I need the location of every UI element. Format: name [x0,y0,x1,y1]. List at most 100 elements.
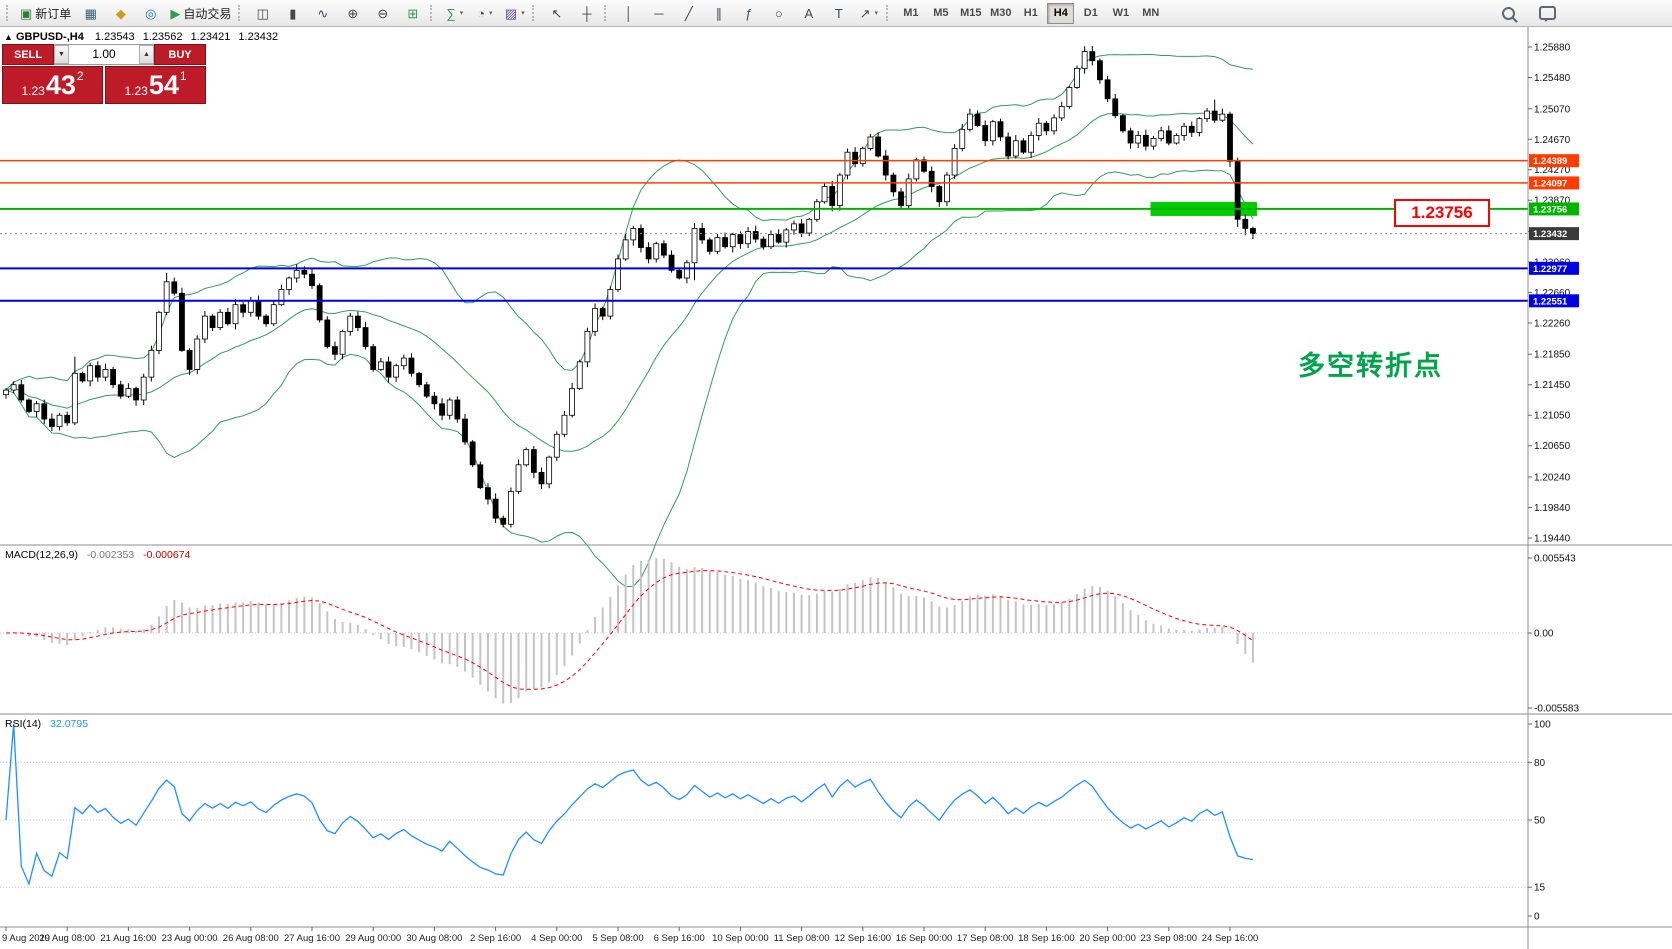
one-click-toggle-icon[interactable]: ▲ [4,32,13,42]
arrows-caret-icon[interactable]: ▾ [874,10,879,17]
timeframe-m30-button[interactable]: M30 [990,7,1012,19]
zoom-out-button[interactable]: ⊖ [368,2,397,25]
time-axis-label: 24 Sep 16:00 [1202,933,1259,944]
candle-body [179,292,185,351]
candle-body [1035,122,1042,136]
macd-value-signal: -0.000674 [143,549,191,561]
time-axis-label: 23 Aug 00:00 [162,933,218,944]
candle-body [71,372,78,424]
candle-body [240,304,247,313]
metaeditor-button[interactable]: ◎ [136,2,165,25]
timeframe-h1-button[interactable]: H1 [1023,7,1038,19]
equidistant-channel-button[interactable]: ∥ [704,2,733,25]
shapes-button[interactable]: ○ [764,2,793,25]
price-tag [1529,202,1579,216]
time-axis-label: 29 Aug 00:00 [345,933,401,944]
zoom-in-button[interactable]: ⊕ [338,2,367,25]
candle-body [439,403,445,416]
time-axis-label: 16 Sep 00:00 [896,933,953,944]
chart-line-button[interactable]: ∿ [308,2,337,25]
time-axis-label: 26 Aug 08:00 [223,933,279,944]
candle-body [140,376,147,401]
text-label-button[interactable]: T [824,2,853,25]
toolbar-handle[interactable] [886,5,891,21]
symbol-search-button[interactable] [1494,2,1523,25]
bollinger-upper-band [5,53,1253,391]
periods-button[interactable]: ◔ ▾ [470,2,499,25]
candle-body [370,346,377,370]
new-chart-button[interactable]: ▦ [76,2,105,25]
candle-body [1112,98,1119,117]
candle-body [408,357,415,374]
cursor-button[interactable]: ↖ [542,2,571,25]
turning-point-note[interactable]: 多空转折点 [1298,351,1443,381]
arrows-button[interactable]: ↗ ▾ [854,2,883,25]
buy-price-button[interactable]: 1.23 54 1 [105,66,206,104]
candle-body [683,262,690,279]
candle-body [523,449,530,466]
templates-button[interactable]: ▨ ▾ [500,2,529,25]
candle-body [760,238,767,248]
candle-body [64,414,71,424]
toolbar-handle[interactable] [430,5,435,21]
timeframe-w1-button[interactable]: W1 [1112,7,1130,19]
toolbar-handle[interactable] [6,5,11,21]
price-tag-label: 1.23432 [1533,229,1567,240]
indicators-caret-icon[interactable]: ▾ [459,10,464,17]
autotrading-button[interactable]: ▶ 自动交易 [166,2,235,25]
symbol-search-icon [1502,6,1515,20]
candle-body [286,277,292,290]
toolbar-handle[interactable] [604,5,609,21]
profiles-button[interactable]: ◆ [106,2,135,25]
timeframe-mn-button[interactable]: MN [1142,7,1160,19]
sell-price-button[interactable]: 1.23 43 2 [2,66,103,104]
timeframe-m5-button[interactable]: M5 [933,7,949,19]
candle-body [416,372,423,386]
candle-body [125,388,132,397]
sell-button[interactable]: SELL [2,44,54,65]
indicators-button[interactable]: ∑ ▾ [440,2,469,25]
candle-body [507,491,514,525]
templates-caret-icon[interactable]: ▾ [521,10,525,17]
volume-increase-button[interactable]: ▲ [139,45,154,64]
timeframe-d1-button[interactable]: D1 [1083,7,1098,19]
candle-body [1242,218,1249,229]
crosshair-button[interactable]: ┼ [572,2,601,25]
candle-body [301,269,308,275]
tile-windows-button[interactable]: ⊞ [398,2,427,25]
candle-body [752,231,759,240]
fibonacci-button[interactable]: ƒ [734,2,763,25]
volume-decrease-button[interactable]: ▼ [54,45,69,64]
text-icon: A [804,5,814,21]
candle-body [186,350,193,370]
text-button[interactable]: A [794,2,823,25]
timeframe-h4-button[interactable]: H4 [1047,2,1075,24]
chart-bars-button[interactable]: ◫ [248,2,277,25]
candle-body [775,234,782,243]
price-callout-box[interactable]: 1.23756 [1394,199,1490,227]
toolbar-handle[interactable] [238,5,243,21]
candle-body [821,186,828,203]
rsi-axis-label: 15 [1534,883,1546,894]
volume-input[interactable]: 1.00 [92,47,116,61]
vertical-line-button[interactable]: │ [614,2,643,25]
periods-caret-icon[interactable]: ▾ [489,10,493,17]
community-chat-button[interactable] [1533,2,1562,25]
candle-body [791,223,797,231]
new-order-button[interactable]: ▣ 新订单 [16,2,75,25]
candle-body [1020,140,1027,153]
buy-button[interactable]: BUY [154,44,206,65]
chart-candles-button[interactable]: ▮ [278,2,307,25]
candle-body [462,418,468,443]
price-tag-label: 1.24097 [1533,178,1567,189]
timeframe-m15-button[interactable]: M15 [960,7,982,19]
candle-body [676,269,683,279]
toolbar-handle[interactable] [532,5,537,21]
candle-body [3,389,9,396]
timeframe-m1-button[interactable]: M1 [903,7,919,19]
horizontal-line-button[interactable]: ─ [644,2,673,25]
autotrading-label: 自动交易 [183,6,232,21]
candle-body [362,327,369,348]
trendline-button[interactable]: ╱ [674,2,703,25]
